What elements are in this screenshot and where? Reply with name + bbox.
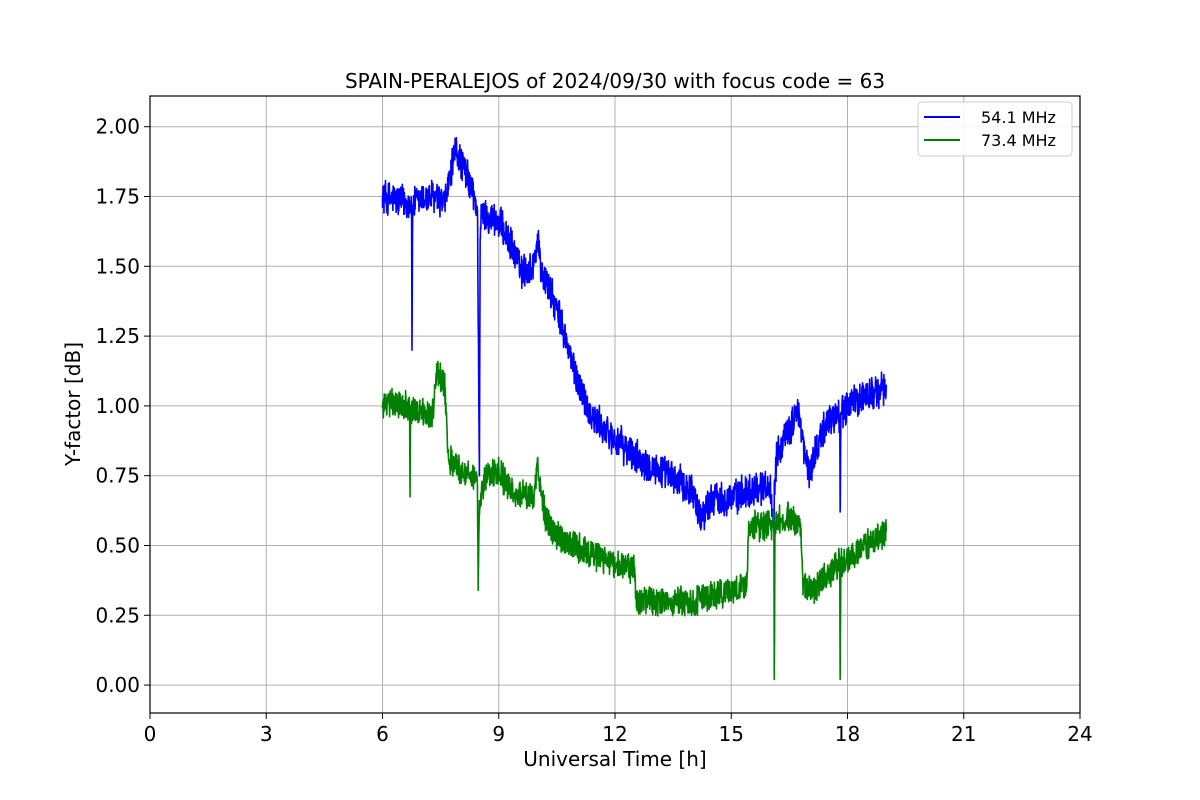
y-axis-ticks: 0.00 0.25 0.50 0.75 1.00 1.25 1.50 1.75 2.00: [95, 115, 150, 697]
legend-label-54-1-mhz: 54.1 MHz: [981, 108, 1056, 127]
y-axis-label: Y-factor [dB]: [61, 342, 85, 467]
y-tick-label: 0.50: [95, 533, 140, 557]
y-tick-label: 1.00: [95, 394, 140, 418]
y-tick-label: 1.25: [95, 324, 140, 348]
series-line-73-4-mhz: [381, 360, 888, 681]
x-tick-label: 3: [260, 722, 273, 746]
x-tick-label: 9: [492, 722, 505, 746]
data-series: [381, 136, 888, 681]
y-tick-label: 1.75: [95, 185, 140, 209]
x-tick-label: 18: [835, 722, 860, 746]
x-tick-label: 24: [1067, 722, 1092, 746]
x-tick-label: 15: [719, 722, 744, 746]
chart-title: SPAIN-PERALEJOS of 2024/09/30 with focus…: [345, 69, 885, 93]
x-tick-label: 21: [951, 722, 976, 746]
x-tick-label: 6: [376, 722, 389, 746]
x-axis-label: Universal Time [h]: [523, 747, 706, 771]
legend: 54.1 MHz 73.4 MHz: [917, 101, 1073, 157]
x-tick-label: 12: [602, 722, 627, 746]
legend-label-73-4-mhz: 73.4 MHz: [981, 131, 1056, 150]
y-tick-label: 0.25: [95, 603, 140, 627]
legend-box: [917, 101, 1073, 157]
x-tick-label: 0: [144, 722, 157, 746]
y-tick-label: 0.75: [95, 464, 140, 488]
x-axis-ticks: 0 3 6 9 12 15 18 21 24: [144, 713, 1093, 746]
y-tick-label: 2.00: [95, 115, 140, 139]
y-tick-label: 1.50: [95, 254, 140, 278]
y-tick-label: 0.00: [95, 673, 140, 697]
series-line-54-1-mhz: [381, 136, 888, 533]
